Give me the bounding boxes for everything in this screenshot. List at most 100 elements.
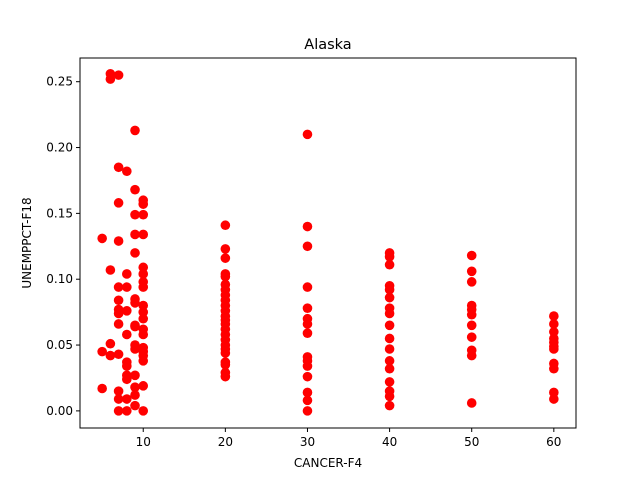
data-point (220, 360, 231, 370)
plot-frame (79, 57, 577, 429)
data-point (113, 236, 124, 246)
data-point (105, 265, 116, 275)
data-point (130, 370, 140, 381)
data-point (138, 300, 149, 311)
data-point (113, 394, 124, 404)
data-point (302, 361, 313, 371)
data-point (466, 398, 477, 408)
data-point (302, 303, 313, 313)
data-point (122, 394, 132, 404)
x-tick-label: 40 (382, 435, 397, 449)
data-point (302, 129, 313, 140)
data-point (138, 282, 149, 292)
data-point (130, 390, 140, 400)
data-point (130, 229, 140, 240)
data-point (113, 319, 124, 329)
data-point (302, 387, 313, 398)
data-point (220, 244, 231, 254)
x-tick-label: 30 (300, 435, 315, 449)
data-point (466, 320, 477, 331)
data-point (302, 371, 313, 382)
data-point (549, 387, 559, 398)
data-point (113, 308, 124, 319)
data-point (384, 400, 395, 411)
data-point (130, 400, 140, 411)
data-point (113, 295, 124, 306)
data-point (220, 348, 231, 358)
data-point (466, 309, 477, 320)
data-point (302, 282, 313, 292)
data-point (384, 344, 395, 354)
data-point (302, 406, 313, 416)
data-point (122, 269, 132, 279)
data-point (466, 250, 477, 261)
data-point (302, 221, 313, 232)
y-tick-label: 0.15 (46, 206, 73, 220)
x-tick-label: 10 (136, 435, 151, 449)
y-tick-label: 0.00 (46, 404, 73, 418)
data-point (384, 292, 395, 303)
data-point (138, 199, 149, 209)
data-point (113, 198, 124, 208)
data-point (113, 386, 124, 396)
data-point (130, 321, 140, 332)
data-point (130, 344, 140, 354)
data-point (549, 394, 559, 404)
data-point (113, 70, 124, 80)
data-point (138, 329, 149, 340)
x-axis-label: CANCER-F4 (294, 456, 362, 470)
data-point (113, 349, 124, 360)
data-point (466, 350, 477, 361)
data-point (97, 233, 107, 244)
x-tick-label: 60 (546, 435, 561, 449)
data-point (122, 406, 132, 416)
y-tick-label: 0.20 (46, 141, 73, 155)
data-point (138, 313, 149, 324)
data-point (220, 220, 231, 231)
y-tick-label: 0.10 (46, 272, 73, 286)
data-point (113, 162, 124, 173)
data-point (549, 363, 559, 374)
data-point (549, 344, 559, 354)
data-point (105, 350, 116, 361)
data-point (384, 363, 395, 374)
data-point (138, 356, 149, 366)
y-axis-label: UNEMPPCT-F18 (20, 197, 34, 288)
data-point (97, 383, 107, 394)
data-point (113, 282, 124, 292)
data-point (130, 125, 140, 136)
data-point (384, 356, 395, 366)
data-point (122, 282, 132, 292)
data-point (138, 209, 149, 220)
data-point (302, 319, 313, 329)
data-point (130, 248, 140, 258)
data-point (138, 381, 149, 391)
data-point (130, 209, 140, 220)
data-point (130, 184, 140, 195)
data-points (97, 69, 559, 416)
data-point (384, 252, 395, 262)
data-point (122, 166, 132, 177)
data-point (130, 298, 140, 308)
data-point (384, 259, 395, 270)
data-point (302, 241, 313, 252)
x-tick-label: 50 (464, 435, 479, 449)
data-point (302, 328, 313, 339)
data-point (138, 229, 149, 240)
data-point (549, 319, 559, 329)
data-point (384, 320, 395, 331)
data-point (466, 277, 477, 287)
data-point (138, 406, 149, 416)
data-point (549, 327, 559, 337)
data-point (384, 377, 395, 387)
data-point (466, 332, 477, 342)
data-point (122, 374, 132, 385)
data-point (138, 269, 149, 279)
data-point (105, 74, 116, 84)
y-tick-label: 0.05 (46, 338, 73, 352)
data-point (220, 371, 231, 382)
data-point (384, 333, 395, 344)
data-point (549, 311, 559, 321)
